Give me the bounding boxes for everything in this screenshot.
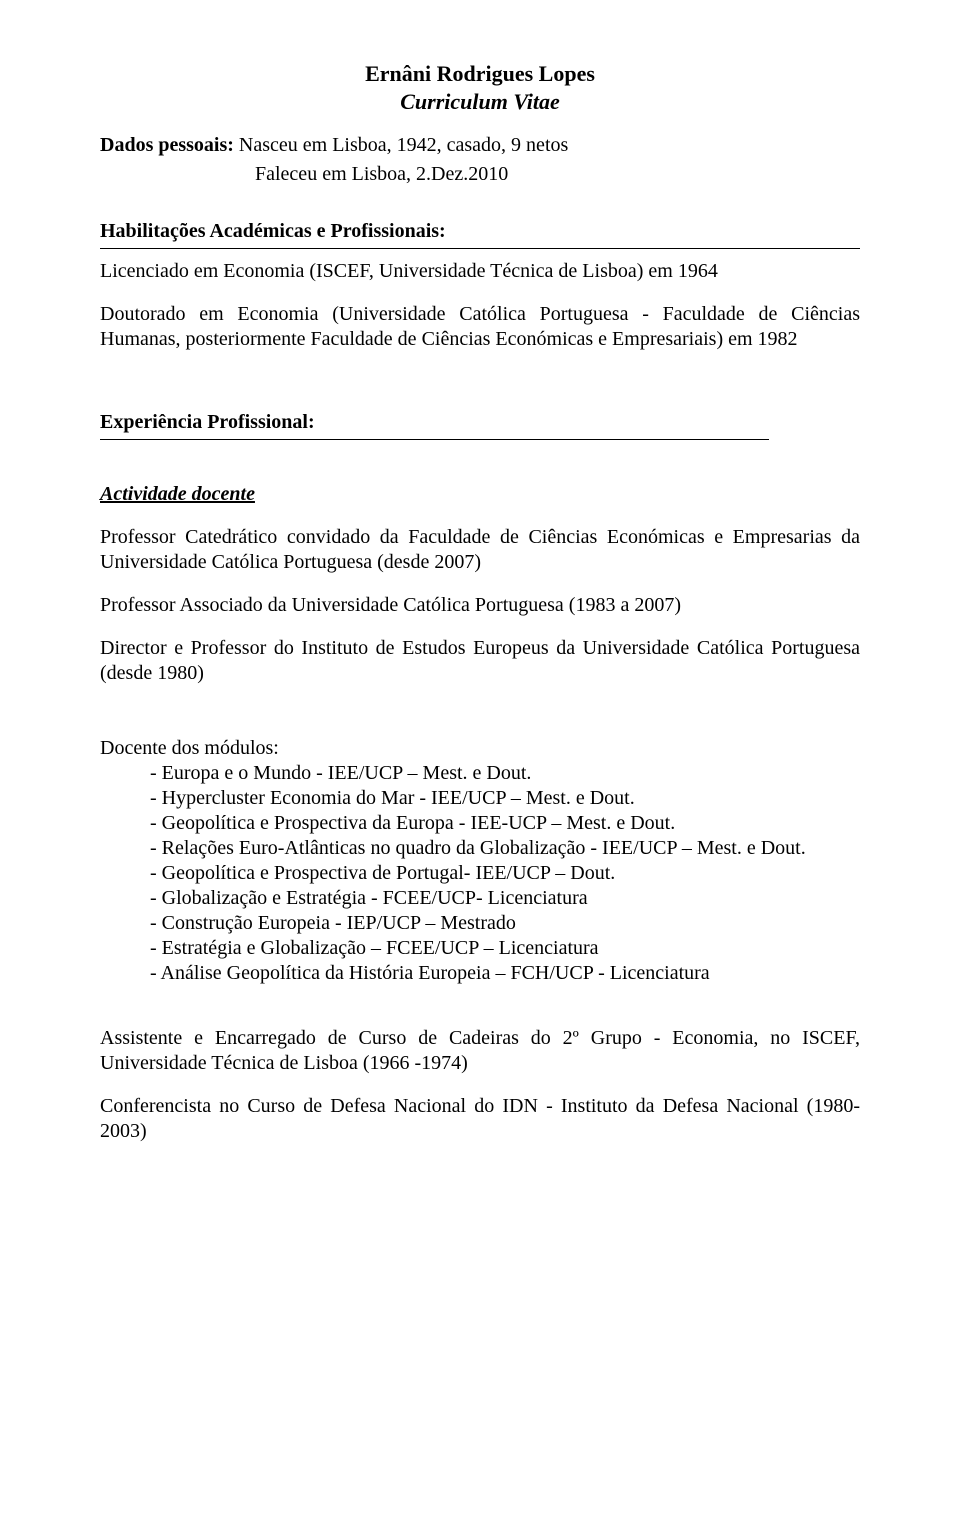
modules-list: - Europa e o Mundo - IEE/UCP – Mest. e D… xyxy=(100,761,860,986)
exp-p4: Assistente e Encarregado de Curso de Cad… xyxy=(100,1026,860,1076)
personal-label: Dados pessoais: xyxy=(100,134,234,156)
modules-label: Docente dos módulos: xyxy=(100,736,860,761)
module-item: - Hypercluster Economia do Mar - IEE/UCP… xyxy=(150,786,860,811)
degree-1: Licenciado em Economia (ISCEF, Universid… xyxy=(100,259,860,284)
personal-birth: Nasceu em Lisboa, 1942, casado, 9 netos xyxy=(234,134,568,156)
module-item: - Estratégia e Globalização – FCEE/UCP –… xyxy=(150,936,860,961)
personal-line-1: Dados pessoais: Nasceu em Lisboa, 1942, … xyxy=(100,133,860,158)
divider xyxy=(100,248,860,249)
exp-p1: Professor Catedrático convidado da Facul… xyxy=(100,525,860,575)
divider xyxy=(100,439,769,440)
module-item: - Relações Euro-Atlânticas no quadro da … xyxy=(150,836,860,861)
experience-heading: Experiência Profissional: xyxy=(100,410,860,435)
module-item: - Europa e o Mundo - IEE/UCP – Mest. e D… xyxy=(150,761,860,786)
degree-2: Doutorado em Economia (Universidade Cató… xyxy=(100,302,860,352)
module-item: - Análise Geopolítica da História Europe… xyxy=(150,961,860,986)
module-item: - Geopolítica e Prospectiva de Portugal-… xyxy=(150,861,860,886)
teaching-heading: Actividade docente xyxy=(100,482,860,507)
document-page: Ernâni Rodrigues Lopes Curriculum Vitae … xyxy=(0,0,960,1202)
exp-p2: Professor Associado da Universidade Cató… xyxy=(100,593,860,618)
module-item: - Construção Europeia - IEP/UCP – Mestra… xyxy=(150,911,860,936)
module-item: - Globalização e Estratégia - FCEE/UCP- … xyxy=(150,886,860,911)
doc-subtitle: Curriculum Vitae xyxy=(100,88,860,116)
exp-p3: Director e Professor do Instituto de Est… xyxy=(100,636,860,686)
personal-death: Faleceu em Lisboa, 2.Dez.2010 xyxy=(100,162,860,187)
doc-title: Ernâni Rodrigues Lopes xyxy=(100,60,860,88)
exp-p5: Conferencista no Curso de Defesa Naciona… xyxy=(100,1094,860,1144)
module-item: - Geopolítica e Prospectiva da Europa - … xyxy=(150,811,860,836)
qualifications-heading: Habilitações Académicas e Profissionais: xyxy=(100,219,860,244)
